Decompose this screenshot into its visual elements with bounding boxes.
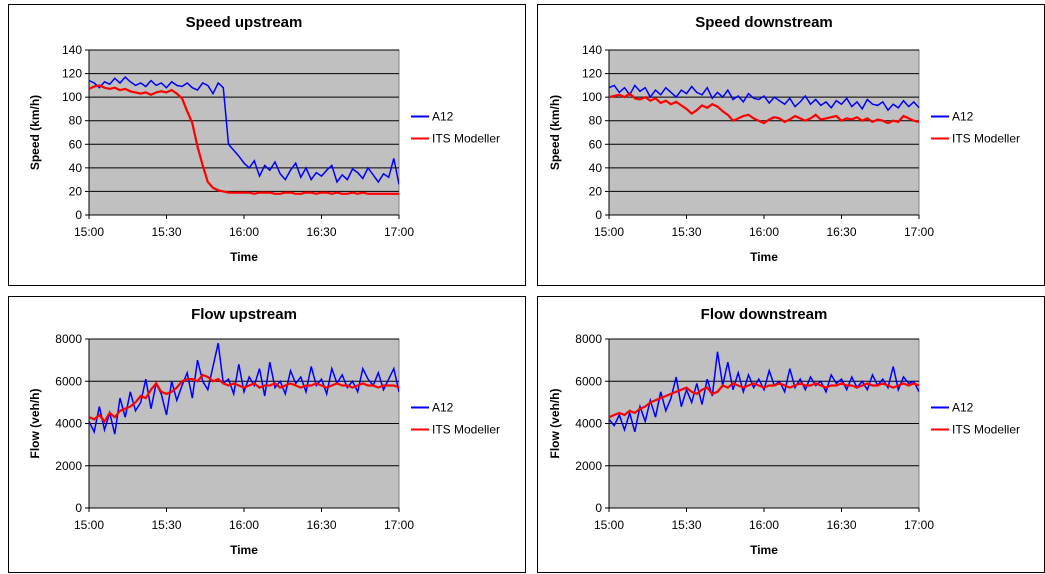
- y-tick-label: 4000: [575, 417, 602, 431]
- y-tick-label: 40: [69, 161, 83, 175]
- chart-speed-downstream: Speed downstream 0 20 40 60 80 100 120 140 15:00 1…: [548, 14, 1020, 264]
- legend-label-its-modeller: ITS Modeller: [432, 423, 500, 437]
- y-tick-label: 120: [62, 67, 82, 81]
- y-tick-label: 100: [582, 90, 602, 104]
- x-axis-label: Time: [750, 250, 778, 264]
- chart-flow-downstream: Flow downstream 0 2000 4000 6000 8000 15:00 15:…: [548, 306, 1020, 557]
- y-tick-label: 8000: [575, 332, 602, 346]
- x-tick-label: 16:00: [749, 225, 779, 239]
- legend-label-a12: A12: [952, 401, 974, 415]
- series-line-a12: [609, 351, 919, 433]
- x-tick-label: 16:00: [749, 518, 779, 532]
- x-tick-label: 17:00: [904, 225, 934, 239]
- chart-title: Flow upstream: [191, 306, 297, 323]
- x-tick-label: 15:00: [594, 518, 624, 532]
- chart-title: Speed downstream: [695, 14, 833, 31]
- series-line-a12: [609, 84, 919, 112]
- series-line-its-modeller: [609, 382, 919, 419]
- y-tick-label: 20: [589, 184, 603, 198]
- x-axis-label: Time: [230, 250, 258, 264]
- chart-flow-upstream: Flow upstream 0 2000 4000 6000 8000 15:00 15:30…: [28, 306, 500, 557]
- y-tick-label: 60: [69, 137, 83, 151]
- chart-speed-downstream-panel: Speed downstream 0 20 40 60 80 100 120 140 15:00 1…: [537, 4, 1045, 286]
- y-tick-label: 2000: [55, 459, 82, 473]
- y-tick-label: 2000: [575, 459, 602, 473]
- x-tick-label: 15:30: [671, 225, 701, 239]
- chart-speed-upstream-panel: Speed upstream 0 20 40 60 80 100 120 140 15:00 15:…: [8, 4, 526, 286]
- series-line-its-modeller: [89, 373, 399, 424]
- x-axis-label: Time: [230, 543, 258, 557]
- series-line-its-modeller: [609, 92, 919, 125]
- x-tick-label: 17:00: [384, 225, 414, 239]
- x-tick-label: 16:30: [826, 225, 856, 239]
- legend-label-its-modeller: ITS Modeller: [432, 132, 500, 146]
- y-axis-label: Flow (veh/h): [28, 389, 42, 459]
- y-tick-label: 100: [62, 90, 82, 104]
- x-tick-label: 15:00: [594, 225, 624, 239]
- x-tick-label: 15:00: [74, 518, 104, 532]
- y-tick-label: 0: [595, 208, 602, 222]
- y-axis-label: Speed (km/h): [548, 95, 562, 170]
- y-tick-label: 20: [69, 184, 83, 198]
- y-tick-label: 140: [582, 43, 602, 57]
- chart-flow-upstream-panel: Flow upstream 0 2000 4000 6000 8000 15:00 15:30…: [8, 296, 526, 573]
- series-line-a12: [89, 76, 399, 185]
- legend-label-its-modeller: ITS Modeller: [952, 423, 1020, 437]
- plot-area: [88, 49, 400, 216]
- y-tick-label: 60: [589, 137, 603, 151]
- series-line-its-modeller: [89, 84, 399, 195]
- x-tick-label: 17:00: [384, 518, 414, 532]
- y-tick-label: 0: [595, 501, 602, 515]
- y-tick-label: 40: [589, 161, 603, 175]
- y-tick-label: 6000: [575, 374, 602, 388]
- chart-title: Flow downstream: [701, 306, 828, 323]
- chart-title: Speed upstream: [186, 14, 303, 31]
- x-tick-label: 17:00: [904, 518, 934, 532]
- legend-label-its-modeller: ITS Modeller: [952, 132, 1020, 146]
- x-tick-label: 16:30: [306, 225, 336, 239]
- legend-label-a12: A12: [432, 110, 454, 124]
- x-tick-label: 15:30: [151, 518, 181, 532]
- x-tick-label: 15:30: [151, 225, 181, 239]
- x-tick-label: 16:30: [826, 518, 856, 532]
- y-tick-label: 0: [75, 501, 82, 515]
- legend-label-a12: A12: [952, 110, 974, 124]
- y-axis-label: Flow (veh/h): [548, 389, 562, 459]
- y-tick-label: 8000: [55, 332, 82, 346]
- y-tick-label: 80: [69, 114, 83, 128]
- chart-flow-downstream-panel: Flow downstream 0 2000 4000 6000 8000 15:00 15:…: [537, 296, 1045, 573]
- y-tick-label: 0: [75, 208, 82, 222]
- x-tick-label: 16:00: [229, 518, 259, 532]
- x-tick-label: 15:00: [74, 225, 104, 239]
- plot-area: [608, 49, 920, 216]
- x-tick-label: 16:30: [306, 518, 336, 532]
- y-tick-label: 120: [582, 67, 602, 81]
- series-line-a12: [89, 343, 399, 435]
- y-tick-label: 4000: [55, 417, 82, 431]
- y-tick-label: 6000: [55, 374, 82, 388]
- y-tick-label: 80: [589, 114, 603, 128]
- chart-speed-upstream: Speed upstream 0 20 40 60 80 100 120 140 15:00 15:…: [28, 14, 500, 264]
- x-tick-label: 16:00: [229, 225, 259, 239]
- legend-label-a12: A12: [432, 401, 454, 415]
- x-axis-label: Time: [750, 543, 778, 557]
- y-axis-label: Speed (km/h): [28, 95, 42, 170]
- y-tick-label: 140: [62, 43, 82, 57]
- x-tick-label: 15:30: [671, 518, 701, 532]
